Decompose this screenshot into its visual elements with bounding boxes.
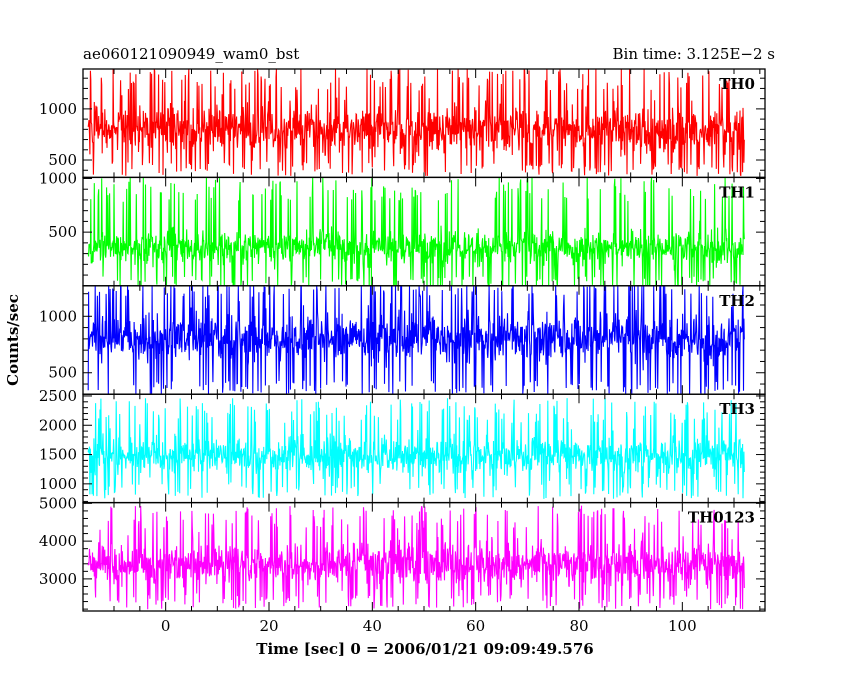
x-tick-label: 100 (668, 617, 697, 635)
panel-label-th2: TH2 (719, 292, 755, 310)
x-tick-label: 80 (569, 617, 588, 635)
y-tick-label: 1000 (39, 475, 77, 493)
x-tick-label: 0 (161, 617, 171, 635)
panel-th0: 500 1000 TH0 (39, 68, 766, 179)
panel-th2: 500 1000 TH2 (39, 285, 766, 395)
bin-time-label: Bin time: 3.125E−2 s (613, 45, 775, 63)
panel-th0123: 3000 4000 5000 TH0123 (39, 494, 766, 612)
y-tick-label: 2000 (39, 416, 77, 434)
observation-id: ae060121090949_wam0_bst (83, 45, 299, 63)
x-tick-label: 40 (363, 617, 382, 635)
panel-th1: 500 1000 TH1 (39, 169, 766, 287)
y-tick-label: 1000 (39, 169, 77, 187)
panel-label-th0123: TH0123 (688, 509, 755, 527)
y-tick-label: 500 (48, 151, 77, 169)
y-axis-title: Counts/sec (4, 294, 22, 386)
panels: 5001000TH05001000TH15001000TH21000150020… (39, 68, 766, 635)
y-tick-label: 1000 (39, 100, 77, 118)
y-tick-label: 4000 (39, 532, 77, 550)
series-th0123 (87, 505, 745, 610)
y-tick-label: 1000 (39, 307, 77, 325)
series-th0 (87, 69, 745, 177)
panel-th3: 1000 1500 2000 2500 TH3 (39, 387, 766, 504)
panel-label-th1: TH1 (719, 183, 755, 201)
x-axis-title: Time [sec] 0 = 2006/01/21 09:09:49.576 (256, 640, 593, 658)
x-tick-label: 20 (259, 617, 278, 635)
series-th1 (87, 177, 745, 286)
y-tick-label: 3000 (39, 570, 77, 588)
series-th2 (87, 285, 745, 394)
y-tick-label: 5000 (39, 494, 77, 512)
panel-label-th3: TH3 (719, 400, 755, 418)
x-tick-label: 60 (466, 617, 485, 635)
y-tick-label: 2500 (39, 387, 77, 405)
series-th3 (87, 398, 745, 499)
y-tick-label: 1500 (39, 446, 77, 464)
y-tick-label: 500 (48, 223, 77, 241)
panel-label-th0: TH0 (719, 75, 755, 93)
y-tick-label: 500 (48, 364, 77, 382)
